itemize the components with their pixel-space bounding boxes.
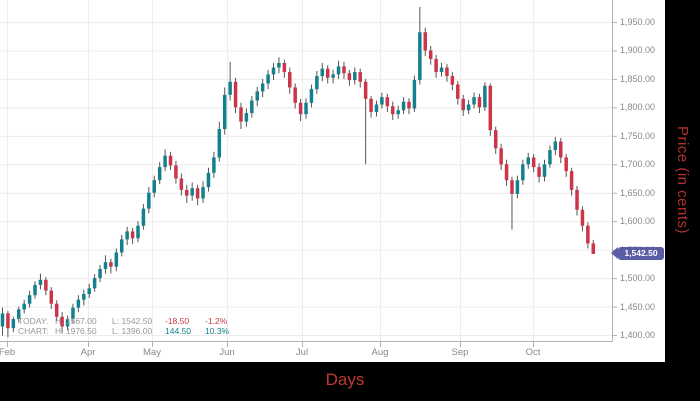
last-price-tag: 1,542.50: [611, 247, 664, 261]
legend-chart-change: 144.50: [165, 326, 191, 336]
y-tick-label: 1,650.00: [620, 187, 656, 198]
x-axis-title: Days: [325, 370, 365, 389]
x-tick-label: Oct: [525, 347, 541, 358]
legend-row-today: TODAY: H: 1567.00 L: 1542.50 -18.50 -1.2…: [0, 316, 260, 326]
y-axis-title: Price (in cents): [674, 125, 691, 235]
x-tick-label: Aug: [371, 347, 389, 358]
legend-chart-change-pct: 10.3%: [205, 326, 230, 336]
legend-today-change-pct: -1.2%: [205, 316, 228, 326]
y-tick-label: 1,700.00: [620, 159, 656, 170]
x-tick-label: Jul: [295, 347, 309, 358]
y-tick-label: 1,600.00: [620, 216, 656, 227]
chart-panel: 1,950.00 1,900.00 1,850.00 1,800.00 1,750.00…: [0, 0, 665, 362]
y-tick-label: 1,750.00: [620, 130, 656, 141]
y-axis-title-band: Price (in cents): [665, 0, 700, 401]
legend-today-high: H: 1567.00: [55, 316, 97, 326]
legend-chart-low: L: 1396.00: [112, 326, 153, 336]
x-tick-label: Apr: [80, 347, 96, 358]
y-tick-label: 1,800.00: [620, 102, 656, 113]
x-tick-label: Sep: [451, 347, 469, 358]
chart-legend: TODAY: H: 1567.00 L: 1542.50 -18.50 -1.2…: [0, 316, 260, 338]
legend-row-chart: CHART: H: 1976.50 L: 1396.00 144.50 10.3…: [0, 326, 260, 336]
x-tick-label: Feb: [0, 347, 16, 358]
y-tick-label: 1,400.00: [620, 330, 656, 340]
legend-today-low: L: 1542.50: [112, 316, 153, 326]
candlestick-chart[interactable]: [0, 0, 665, 362]
x-axis-title-band: Days: [0, 362, 700, 401]
y-tick-label: 1,900.00: [620, 45, 656, 56]
x-tick-label: Jun: [219, 347, 235, 358]
y-tick-label: 1,850.00: [620, 73, 656, 84]
legend-today-label: TODAY:: [18, 316, 49, 326]
legend-today-change: -18.50: [165, 316, 190, 326]
y-tick-label: 1,500.00: [620, 273, 656, 284]
legend-chart-high: H: 1976.50: [55, 326, 97, 336]
x-tick-label: May: [143, 347, 161, 358]
legend-chart-label: CHART:: [18, 326, 49, 336]
y-tick-label: 1,450.00: [620, 301, 656, 312]
y-tick-label: 1,950.00: [620, 17, 656, 27]
